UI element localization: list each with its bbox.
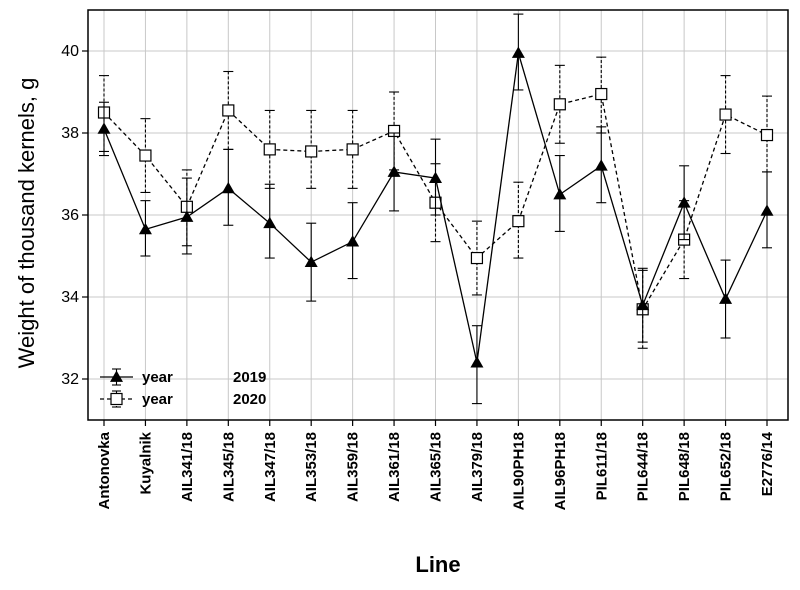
triangle-marker <box>221 181 235 194</box>
triangle-marker <box>387 165 401 177</box>
triangle-marker <box>594 159 608 171</box>
axes: Antonovka Kuyalnik AIL341/18 AIL345/18 AIL34… <box>61 43 776 510</box>
triangle-marker <box>677 196 691 208</box>
y-tick-label: 38 <box>61 125 79 142</box>
x-tick-label: AIL96PH18 <box>552 432 569 510</box>
legend-item-2019: year 2019 <box>100 368 266 386</box>
triangle-marker <box>760 204 774 216</box>
square-marker <box>760 128 774 142</box>
square-marker <box>139 149 152 162</box>
triangle-marker <box>719 292 733 304</box>
x-tick-label: AIL347/18 <box>262 432 279 502</box>
y-tick-label: 32 <box>61 371 79 388</box>
square-marker <box>595 87 608 101</box>
x-tick-label: AIL353/18 <box>303 432 320 502</box>
y-tick-label: 40 <box>61 43 79 60</box>
x-tick-label: AIL345/18 <box>220 432 237 502</box>
x-tick-label: Antonovka <box>96 431 113 509</box>
y-axis-label: Weight of thousand kernels, g <box>14 78 39 369</box>
legend-prefix: year <box>142 369 173 386</box>
triangle-marker <box>138 222 152 235</box>
triangle-marker <box>429 171 442 183</box>
legend-series-name: 2020 <box>233 391 266 408</box>
legend: year 2019 year 2020 <box>100 368 266 408</box>
series-2019 <box>97 13 774 405</box>
x-tick-label: E2776/14 <box>759 431 776 496</box>
x-tick-label: PIL652/18 <box>718 432 735 501</box>
square-marker <box>263 143 276 156</box>
legend-prefix: year <box>142 391 173 408</box>
square-marker <box>719 108 732 121</box>
square-marker <box>346 143 359 156</box>
triangle-marker <box>97 122 111 134</box>
x-tick-label: Kuyalnik <box>137 431 154 494</box>
x-tick-label: AIL361/18 <box>386 432 403 502</box>
x-tick-label: AIL379/18 <box>469 432 486 502</box>
triangle-marker <box>511 46 525 58</box>
legend-item-2020: year 2020 <box>100 390 266 408</box>
x-tick-label: PIL648/18 <box>676 432 693 501</box>
x-tick-label: AIL90PH18 <box>510 432 527 510</box>
square-marker <box>110 392 123 406</box>
triangle-marker <box>263 216 277 229</box>
x-tick-label: PIL644/18 <box>635 432 652 501</box>
square-marker <box>222 104 235 117</box>
x-tick-label: AIL359/18 <box>345 432 362 502</box>
x-tick-label: PIL611/18 <box>593 432 610 500</box>
triangle-marker <box>636 298 650 311</box>
square-marker <box>512 215 525 228</box>
series-layer <box>97 13 774 405</box>
square-marker <box>305 145 318 158</box>
triangle-marker <box>346 235 360 247</box>
square-marker <box>553 98 566 111</box>
triangle-marker <box>470 356 484 368</box>
x-axis-label: Line <box>415 552 460 577</box>
triangle-marker <box>110 370 123 382</box>
triangle-marker <box>553 188 567 200</box>
triangle-marker <box>304 255 318 268</box>
y-tick-label: 34 <box>61 289 79 306</box>
x-tick-label: AIL341/18 <box>179 432 196 502</box>
square-marker <box>470 251 484 265</box>
legend-series-name: 2019 <box>233 369 266 386</box>
x-tick-label: AIL365/18 <box>428 432 445 502</box>
y-tick-label: 36 <box>61 207 79 224</box>
triangle-marker <box>180 210 194 222</box>
